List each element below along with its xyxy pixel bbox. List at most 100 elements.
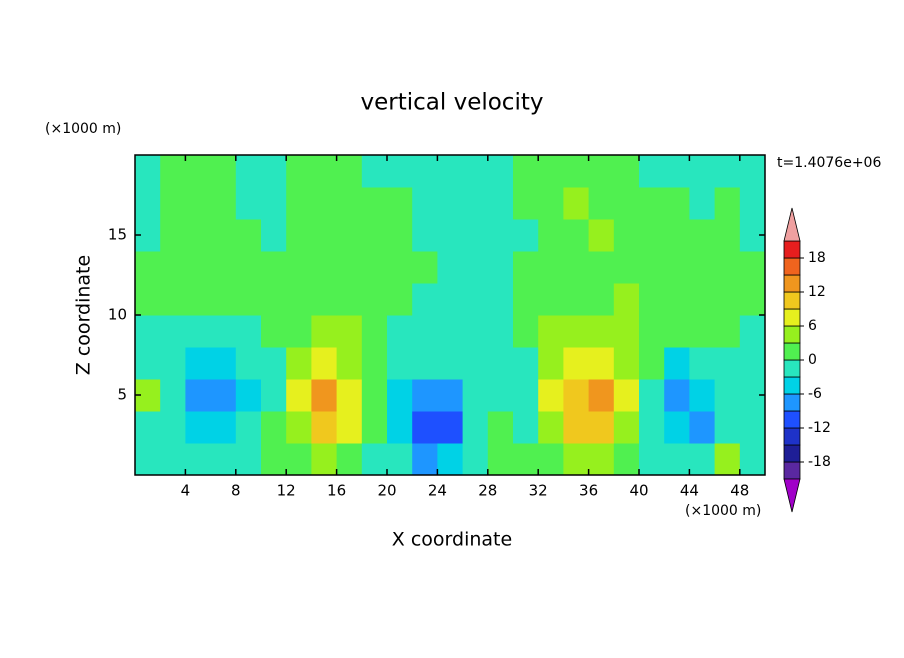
field-cell [639,283,665,316]
colorbar-under [783,478,801,513]
field-cell [462,283,489,316]
field-cell [311,155,338,188]
field-cell [235,283,262,316]
field-cell [714,251,741,284]
field-cell [437,283,464,316]
colorbar-box [783,342,801,361]
field-cell [639,443,665,476]
field-cell [487,411,514,444]
field-cell [235,379,262,412]
field-cell [563,251,590,284]
field-cell [311,379,338,412]
field-cell [235,411,262,444]
field-cell [487,219,514,252]
field-cell [689,443,716,476]
field-cell [261,411,287,444]
field-cell [361,443,388,476]
field-cell [412,379,438,412]
field-cell [613,379,640,412]
field-cell [437,187,464,220]
x-tick-label: 20 [377,482,396,500]
field-cell [336,187,363,220]
x-tick-label: 4 [181,482,191,500]
colorbar-box [783,444,801,463]
field-cell [639,155,665,188]
field-cell [563,219,590,252]
field-cell [311,219,338,252]
field-cell [361,315,388,348]
field-cell [185,219,212,252]
field-cell [538,251,564,284]
field-cell [235,187,262,220]
field-cell [135,187,161,220]
x-unit: (×1000 m) [685,503,761,519]
field-cell [437,443,464,476]
field-cell [412,283,438,316]
colorbar-tick-label: 18 [808,250,826,266]
field-cell [286,443,312,476]
field-cell [664,411,690,444]
field-cell [235,443,262,476]
field-cell [387,411,413,444]
field-cell [538,347,564,380]
field-cell [739,283,766,316]
field-cell [336,219,363,252]
field-cell [210,443,237,476]
field-cell [311,187,338,220]
field-cell [689,155,716,188]
field-cell [185,187,212,220]
field-cell [336,443,363,476]
field-cell [639,315,665,348]
field-cell [714,155,741,188]
field-cell [513,315,539,348]
field-cell [588,443,615,476]
field-cell [513,219,539,252]
field-cell [235,315,262,348]
field-cell [361,379,388,412]
field-cell [160,283,186,316]
field-cell [361,283,388,316]
field-cell [513,187,539,220]
y-tick-label: 15 [108,226,127,244]
field-cell [689,411,716,444]
colorbar-tick-label: 6 [808,318,817,334]
field-cell [714,187,741,220]
field-cell [664,155,690,188]
field-cell [286,219,312,252]
field-cell [462,315,489,348]
field-cell [336,155,363,188]
field-cell [563,187,590,220]
field-cell [588,379,615,412]
field-cell [437,251,464,284]
field-cell [387,347,413,380]
field-cell [588,251,615,284]
field-cell [261,155,287,188]
field-cell [462,187,489,220]
field-cell [538,379,564,412]
field-cell [613,251,640,284]
field-cell [613,283,640,316]
y-axis-title: Z coordinate [73,255,95,375]
field-cell [336,411,363,444]
field-cell [538,283,564,316]
colorbar-box [783,308,801,327]
field-cell [160,155,186,188]
field-cell [160,251,186,284]
field-cell [210,251,237,284]
field-cell [286,315,312,348]
field-cell [664,379,690,412]
field-cell [613,219,640,252]
colorbar-tick-label: -12 [808,420,831,436]
field-cell [261,187,287,220]
field-cell [160,411,186,444]
field-cell [437,315,464,348]
field-cell [689,283,716,316]
colorbar-box [783,291,801,310]
field-cell [286,347,312,380]
field-cell [412,411,438,444]
y-unit: (×1000 m) [45,121,121,137]
field-cell [689,219,716,252]
field-cell [261,379,287,412]
colorbar-box [783,376,801,395]
field-cell [613,411,640,444]
